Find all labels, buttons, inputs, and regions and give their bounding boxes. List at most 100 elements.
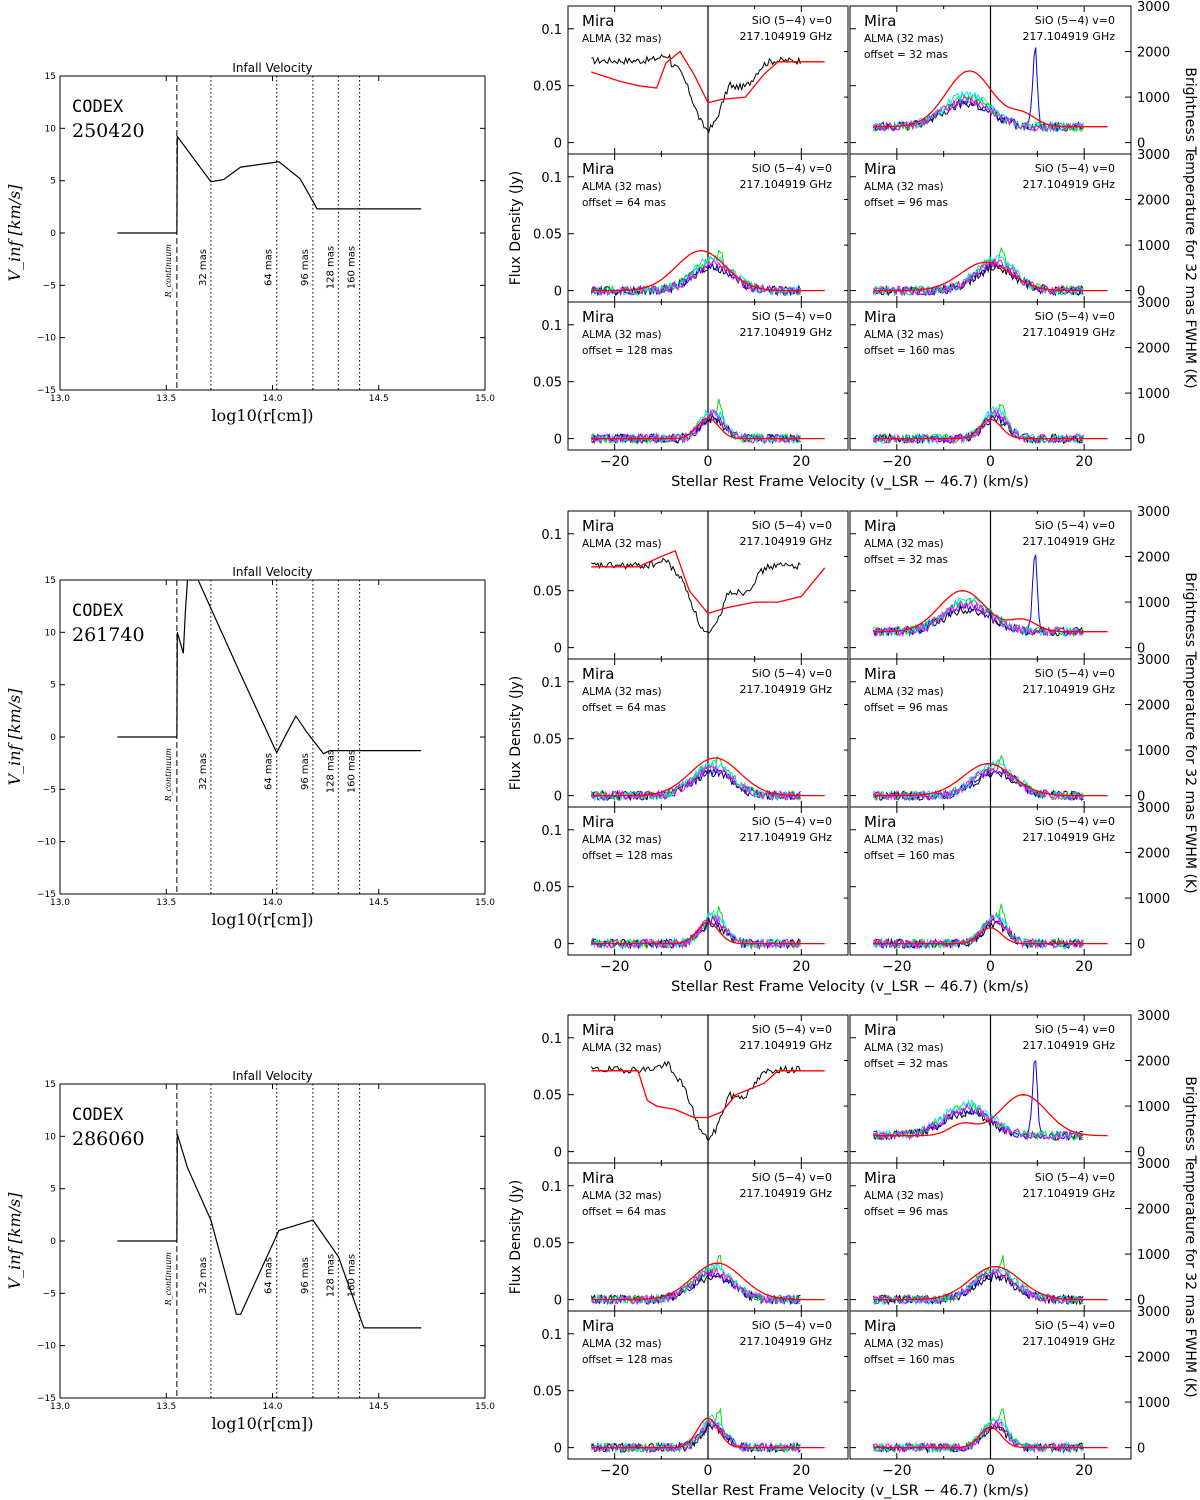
model-id: 286060 (72, 1128, 145, 1150)
panel-star-label: Mira (582, 1169, 614, 1187)
temp-tick-label: 3000 (1137, 1305, 1170, 1320)
temp-tick-label: 0 (1137, 1294, 1145, 1309)
temp-tick-label: 3000 (1137, 653, 1170, 668)
spectrum-panel: 0 0.05 0.1 Mira ALMA (32 mas) SiO (5−4) v=0 21… (533, 5, 849, 155)
y-tick-label: −15 (37, 890, 56, 900)
flux-tick-label: 0 (554, 433, 562, 448)
temp-tick-label: 3000 (1137, 1009, 1170, 1024)
flux-tick-label: 0 (554, 1442, 562, 1457)
observed-spectrum (590, 1267, 801, 1306)
y-tick-label: −5 (43, 785, 56, 795)
x-tick-label: 13.0 (50, 1402, 70, 1412)
model-spectrum (873, 763, 1108, 797)
observed-spectrum (873, 408, 1084, 445)
temp-tick-label: 0 (1137, 1442, 1145, 1457)
temp-tick-label: 3000 (1137, 1157, 1170, 1172)
observed-spectrum (873, 1267, 1084, 1305)
plot-title: Infall Velocity (232, 61, 312, 75)
temp-tick-label: 3000 (1137, 296, 1170, 311)
temp-tick-label: 3000 (1137, 801, 1170, 816)
mas-radius-label: 128 mas (325, 1254, 336, 1297)
model-spectrum (873, 1094, 1108, 1137)
panel-frequency-label: 217.104919 GHz (1022, 1039, 1115, 1052)
panel-star-label: Mira (864, 665, 896, 683)
y-tick-label: 10 (45, 1132, 57, 1142)
x-axis-label: Stellar Rest Frame Velocity (v_LSR − 46.… (671, 1483, 1029, 1499)
temp-tick-label: 2000 (1137, 847, 1170, 862)
x-axis-label: log10(r[cm]) (211, 910, 313, 929)
panel-offset-label: offset = 64 mas (582, 702, 666, 714)
observed-spectrum (590, 1418, 801, 1454)
flux-tick-label: 0.05 (533, 80, 562, 95)
x-tick-label: 20 (1075, 1463, 1093, 1479)
r-continuum-label: R_continuum (164, 244, 173, 299)
temp-tick-label: 2000 (1137, 699, 1170, 714)
x-axis-label: Stellar Rest Frame Velocity (v_LSR − 46.… (671, 979, 1029, 995)
spectra-grid: 0 0.05 0.1 Mira ALMA (32 mas) SiO (5−4) v=0 21… (508, 1009, 1198, 1499)
panel-line-label: SiO (5−4) v=0 (1035, 667, 1115, 680)
temp-tick-label: 2000 (1137, 46, 1170, 61)
panel-offset-label: offset = 96 mas (864, 197, 948, 209)
observed-spectrum (590, 409, 801, 445)
temp-tick-label: 1000 (1137, 387, 1170, 402)
panel-frequency-label: 217.104919 GHz (1022, 30, 1115, 43)
temperature-axis-label: Brightness Temperature for 32 mas FWHM (… (1182, 572, 1198, 893)
mas-radius-label: 96 mas (300, 1257, 311, 1294)
panel-star-label: Mira (582, 1021, 614, 1039)
panel-star-label: Mira (582, 12, 614, 30)
spectra-grid: 0 0.05 0.1 Mira ALMA (32 mas) SiO (5−4) v=0 21… (508, 505, 1198, 995)
panel-offset-label: offset = 160 mas (864, 1354, 955, 1366)
panel-frequency-label: 217.104919 GHz (1022, 535, 1115, 548)
flux-tick-label: 0.1 (541, 824, 562, 839)
temp-tick-label: 0 (1137, 642, 1145, 657)
panel-frequency-label: 217.104919 GHz (739, 178, 832, 191)
panel-beam-label: ALMA (32 mas) (864, 181, 944, 193)
panel-beam-label: ALMA (32 mas) (864, 538, 944, 550)
y-axis-label: V_inf [km/s] (5, 1192, 24, 1290)
x-tick-label: −20 (600, 959, 630, 975)
panel-line-label: SiO (5−4) v=0 (752, 1319, 832, 1332)
panel-frequency-label: 217.104919 GHz (1022, 326, 1115, 339)
panel-line-label: SiO (5−4) v=0 (1035, 815, 1115, 828)
panel-star-label: Mira (582, 517, 614, 535)
x-tick-label: 0 (986, 454, 995, 470)
model-spectrum (873, 927, 1108, 945)
flux-tick-label: 0.05 (533, 1089, 562, 1104)
x-tick-label: −20 (600, 1463, 630, 1479)
y-axis-label: V_inf [km/s] (5, 184, 24, 282)
spectrum-panel: 0 0.05 0.1 −20 0 20 Mira ALMA (32 mas) offset = … (533, 301, 849, 470)
observed-spectrum (873, 1407, 1084, 1454)
x-tick-label: 20 (792, 959, 810, 975)
model-id: 261740 (72, 624, 145, 646)
y-tick-label: −5 (43, 1289, 56, 1299)
x-tick-label: 13.5 (156, 394, 176, 404)
spectrum-panel: 0 0.05 0.1 −20 0 20 Mira ALMA (32 mas) offset = … (533, 1310, 849, 1479)
temp-tick-label: 0 (1137, 285, 1145, 300)
plot-title: Infall Velocity (232, 565, 312, 579)
model-spectrum (591, 549, 826, 615)
spectrum-panel: 0 1000 2000 3000 Mira ALMA (32 mas) offset = 9… (849, 1157, 1170, 1312)
temp-tick-label: 1000 (1137, 1248, 1170, 1263)
x-axis-label: log10(r[cm]) (211, 1414, 313, 1433)
panel-star-label: Mira (864, 813, 896, 831)
flux-tick-label: 0.1 (541, 1032, 562, 1047)
infall-velocity-curve (117, 580, 422, 755)
flux-tick-label: 0.1 (541, 1328, 562, 1343)
panel-line-label: SiO (5−4) v=0 (752, 815, 832, 828)
flux-tick-label: 0.05 (533, 1237, 562, 1252)
panel-star-label: Mira (864, 1169, 896, 1187)
temp-tick-label: 2000 (1137, 1351, 1170, 1366)
x-axis-label: Stellar Rest Frame Velocity (v_LSR − 46.… (671, 474, 1029, 490)
temp-tick-label: 2000 (1137, 1203, 1170, 1218)
spectrum-panel: 0 0.05 0.1 Mira ALMA (32 mas) offset = 64 mas… (533, 658, 849, 808)
x-tick-label: 0 (704, 959, 713, 975)
mas-radius-label: 96 mas (300, 249, 311, 286)
r-continuum-label: R_continuum (164, 748, 173, 803)
spectrum-panel: 0 0.05 0.1 Mira ALMA (32 mas) SiO (5−4) v=0 21… (533, 1014, 849, 1164)
mas-radius-label: 96 mas (300, 753, 311, 790)
panel-offset-label: offset = 32 mas (864, 49, 948, 61)
flux-tick-label: 0.05 (533, 733, 562, 748)
panel-beam-label: ALMA (32 mas) (864, 33, 944, 45)
temp-tick-label: 1000 (1137, 596, 1170, 611)
